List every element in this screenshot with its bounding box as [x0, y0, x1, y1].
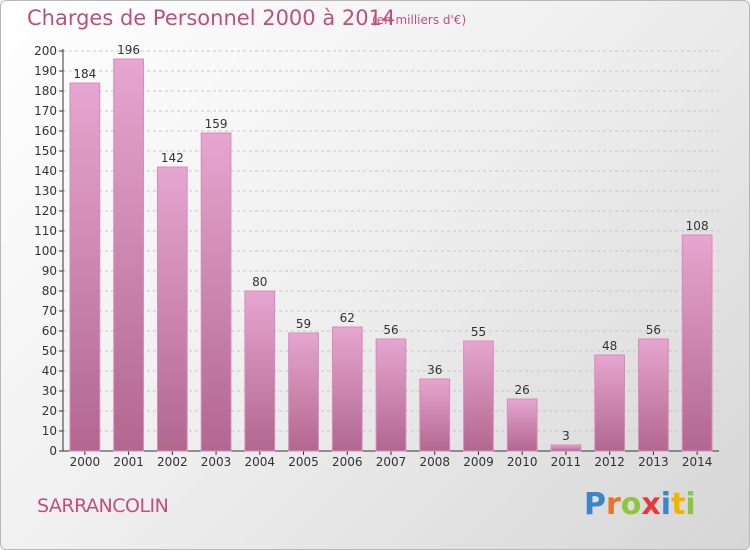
x-tick-label: 2001	[113, 455, 144, 469]
y-tick-label: 160	[34, 124, 57, 138]
x-tick-label: 2014	[682, 455, 713, 469]
logo-letter: r	[606, 487, 621, 522]
x-tick-label: 2010	[507, 455, 538, 469]
data-label: 196	[117, 43, 140, 57]
data-label: 36	[427, 363, 442, 377]
x-tick-label: 2009	[463, 455, 494, 469]
y-tick-label: 50	[42, 344, 57, 358]
bar	[288, 332, 319, 452]
chart-subtitle: (en milliers d'€)	[372, 13, 467, 27]
x-tick-label: 2005	[288, 455, 319, 469]
y-tick-label: 120	[34, 204, 57, 218]
x-tick-label: 2002	[157, 455, 188, 469]
y-tick-label: 10	[42, 424, 57, 438]
bar	[244, 290, 276, 452]
bar	[200, 132, 232, 452]
y-tick-label: 70	[42, 304, 57, 318]
bar	[375, 338, 407, 452]
x-tick-label: 2013	[638, 455, 669, 469]
labels: 184 2000 196 2001 142 2002 159 2003 80 2004 59 2005…	[70, 43, 713, 469]
bar	[594, 354, 626, 452]
logo-letter: t	[671, 487, 686, 522]
data-label: 56	[383, 323, 398, 337]
y-tick-label: 0	[49, 444, 57, 458]
logo-letter: P	[584, 487, 606, 522]
chart-title: Charges de Personnel 2000 à 2014	[27, 6, 396, 30]
data-label: 159	[205, 117, 228, 131]
data-label: 142	[161, 151, 184, 165]
logo-letter: x	[641, 487, 661, 522]
proxiti-logo: Proxiti	[584, 487, 696, 522]
x-tick-label: 2011	[551, 455, 582, 469]
bar	[506, 398, 538, 452]
y-tick-label: 180	[34, 84, 57, 98]
y-tick-label: 90	[42, 264, 57, 278]
y-tick-label: 140	[34, 164, 57, 178]
data-label: 55	[471, 325, 486, 339]
x-tick-label: 2006	[332, 455, 363, 469]
x-tick-label: 2003	[201, 455, 232, 469]
data-label: 108	[686, 219, 709, 233]
bar	[113, 58, 144, 452]
x-tick-label: 2012	[594, 455, 625, 469]
x-tick-label: 2007	[376, 455, 407, 469]
x-tick-label: 2000	[70, 455, 101, 469]
y-tick-label: 110	[34, 224, 57, 238]
y-tick-label: 150	[34, 144, 57, 158]
data-label: 48	[602, 339, 617, 353]
data-label: 80	[252, 275, 267, 289]
y-tick-label: 170	[34, 104, 57, 118]
bar	[419, 378, 451, 452]
bars	[69, 58, 713, 452]
x-tick-label: 2004	[245, 455, 276, 469]
logo-letter: o	[620, 487, 642, 522]
bar	[331, 326, 363, 452]
x-tick-label: 2008	[419, 455, 450, 469]
data-label: 56	[646, 323, 661, 337]
y-tick-label: 100	[34, 244, 57, 258]
bar	[638, 338, 669, 452]
data-label: 59	[296, 317, 311, 331]
y-tick-label: 190	[34, 64, 57, 78]
data-label: 184	[73, 67, 96, 81]
y-tick-label: 40	[42, 364, 57, 378]
y-tick-label: 130	[34, 184, 57, 198]
bar	[156, 166, 188, 452]
bar	[550, 444, 582, 452]
data-label: 62	[340, 311, 355, 325]
y-tick-label: 20	[42, 404, 57, 418]
bar	[69, 82, 101, 452]
y-tick-label: 80	[42, 284, 57, 298]
data-label: 3	[562, 429, 570, 443]
y-tick-label: 200	[34, 44, 57, 58]
data-label: 26	[515, 383, 530, 397]
bar	[681, 234, 713, 452]
place-name: SARRANCOLIN	[37, 495, 169, 517]
y-tick-label: 60	[42, 324, 57, 338]
logo-letter: i	[660, 487, 672, 522]
bar	[463, 340, 494, 452]
y-tick-label: 30	[42, 384, 57, 398]
logo-letter: i	[685, 487, 696, 522]
